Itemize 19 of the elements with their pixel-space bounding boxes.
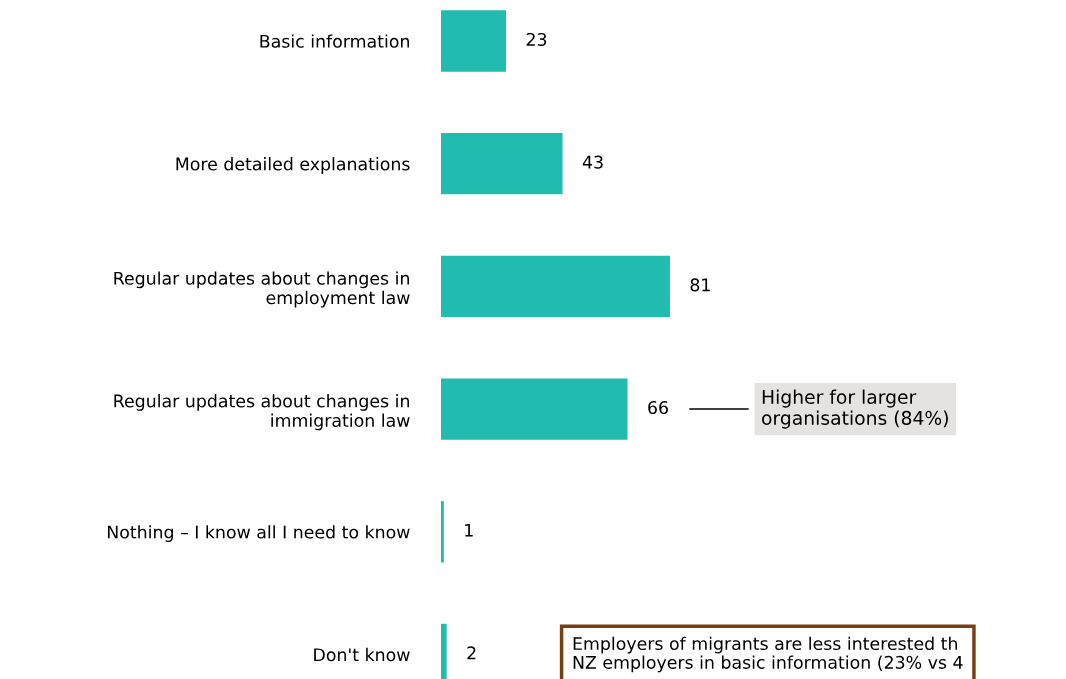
bar	[441, 501, 444, 563]
data-label: 81	[690, 278, 710, 292]
data-label: 66	[648, 400, 668, 415]
data-label: 23	[526, 32, 547, 47]
bar	[441, 255, 670, 318]
bar	[441, 378, 628, 440]
data-label: 1	[465, 523, 473, 537]
y-tick-label: Nothing – I know all I need to know	[107, 525, 410, 542]
bar	[441, 10, 507, 72]
y-tick-label: Regular updates about changes in immigration law	[114, 394, 410, 431]
data-label: 43	[582, 155, 603, 169]
y-tick-label: More detailed explanations	[176, 157, 410, 174]
y-tick-label: Don't know	[314, 647, 410, 662]
annotation: Employers of migrants are less interested th NZ employers in basic information (23% vs 4	[573, 636, 963, 673]
text: Higher for larger organisations (84%)	[762, 389, 948, 429]
y-tick-label: Basic information	[260, 34, 409, 48]
bar	[441, 133, 563, 195]
y-tick-label: Regular updates about changes in employment law	[114, 271, 410, 308]
data-label: 2	[467, 646, 476, 660]
